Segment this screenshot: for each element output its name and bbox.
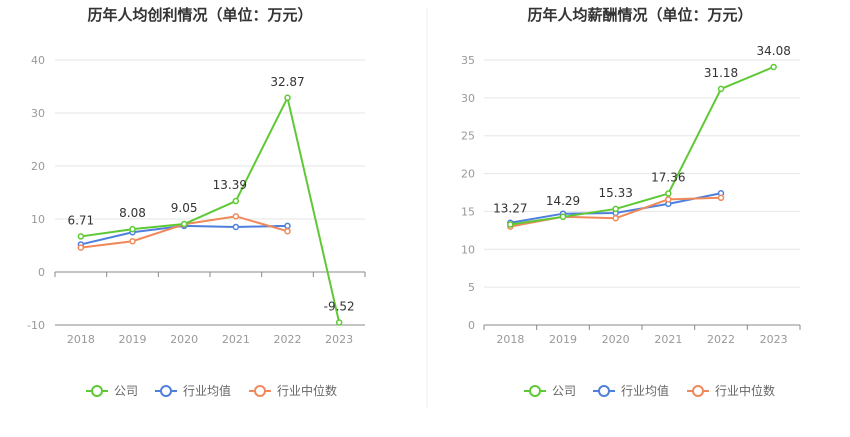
data-point[interactable] [770,63,777,71]
data-label: 13.39 [213,178,247,192]
legend-item-2[interactable]: 行业中位数 [249,383,337,398]
series-line-0 [510,66,775,226]
data-label: 15.33 [598,186,632,200]
legend-label: 行业均值 [183,383,231,398]
data-label: 9.05 [171,201,198,215]
y-tick-label: 5 [468,281,475,294]
data-label: 14.29 [546,194,580,208]
y-tick-label: 40 [31,54,45,67]
data-point[interactable] [129,225,136,233]
legend-label: 行业中位数 [277,383,337,398]
legend-item-2[interactable]: 行业中位数 [687,383,775,398]
data-point[interactable] [507,221,514,228]
legend-item-1[interactable]: 行业均值 [593,383,669,398]
data-point[interactable] [665,196,672,203]
data-point[interactable] [284,94,291,102]
legend-label: 公司 [552,384,576,398]
data-point[interactable] [77,233,85,240]
x-tick-label: 2020 [602,333,630,346]
y-tick-label: 15 [461,205,475,218]
data-label: 32.87 [270,75,304,89]
data-label: 13.27 [493,202,527,216]
x-tick-label: 2020 [170,333,198,346]
legend-marker [160,385,172,397]
x-tick-label: 2023 [760,333,788,346]
data-label: 17.36 [651,171,685,185]
y-tick-label: 0 [468,319,475,332]
y-tick-label: 30 [461,92,475,105]
x-tick-label: 2022 [274,333,302,346]
x-tick-label: 2021 [654,333,682,346]
y-tick-label: 10 [461,243,475,256]
series-line-0 [80,96,341,323]
data-point[interactable] [232,197,240,205]
data-point[interactable] [612,214,619,222]
data-point[interactable] [284,222,291,230]
x-tick-label: 2018 [496,333,524,346]
x-tick-label: 2022 [707,333,735,346]
chart-title: 历年人均薪酬情况（单位：万元） [527,6,752,24]
data-point[interactable] [232,223,240,231]
legend-marker [692,385,704,397]
legend-marker [598,385,610,397]
data-point[interactable] [284,227,291,235]
data-label: 6.71 [67,213,94,227]
data-point[interactable] [665,190,672,197]
legend-marker [529,385,541,397]
data-point[interactable] [717,85,725,93]
legend-label: 行业均值 [621,383,669,398]
data-point[interactable] [335,319,343,326]
data-point[interactable] [717,194,725,202]
data-point[interactable] [232,213,240,220]
data-point[interactable] [77,244,85,251]
x-tick-label: 2023 [325,333,353,346]
y-tick-label: 35 [461,54,475,67]
legend-marker [254,385,266,397]
y-tick-label: 0 [38,266,45,279]
y-tick-label: 10 [31,213,45,226]
x-tick-label: 2021 [222,333,250,346]
data-label: 8.08 [119,206,146,220]
legend-item-1[interactable]: 行业均值 [155,383,231,398]
x-tick-label: 2019 [549,333,577,346]
y-tick-label: 30 [31,107,45,120]
legend-item-0[interactable]: 公司 [524,384,576,398]
data-point[interactable] [612,205,619,213]
chart-1: 历年人均创利情况（单位：万元） -10 0 10 20 30 40 2018 2019 2020 2… [27,6,366,398]
data-label: -9.52 [324,299,355,313]
y-tick-label: 25 [461,130,475,143]
y-tick-label: 20 [31,160,45,173]
data-label: 34.08 [756,44,790,58]
y-tick-label: -10 [27,319,45,332]
data-point[interactable] [559,213,567,221]
legend-label: 公司 [114,384,138,398]
legend-label: 行业中位数 [715,383,775,398]
x-tick-label: 2019 [119,333,147,346]
data-point[interactable] [180,220,188,228]
data-label: 31.18 [704,66,738,80]
legend-item-0[interactable]: 公司 [86,384,138,398]
legend-marker [91,385,103,397]
chart-2: 历年人均薪酬情况（单位：万元） 0 5 10 15 20 25 30 35 2018 2019 202… [461,6,801,398]
data-point[interactable] [129,238,136,245]
y-tick-label: 20 [461,168,475,181]
x-tick-label: 2018 [67,333,95,346]
chart-title: 历年人均创利情况（单位：万元） [87,6,312,24]
